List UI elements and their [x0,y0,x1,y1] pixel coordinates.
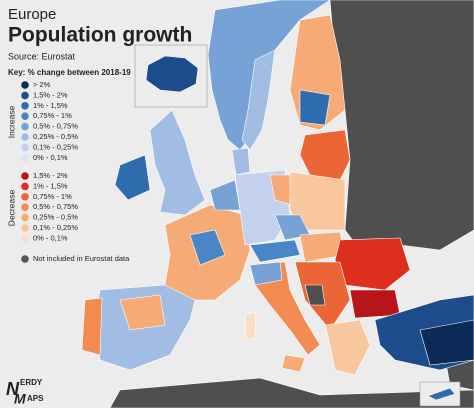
turkey-east [419,319,474,366]
spain-interior [119,294,166,331]
legend-group-label: Increase [6,105,16,138]
legend-swatch [21,182,29,191]
legend-swatch [21,193,29,201]
logo-text: ERDY [20,378,43,387]
legend-label: 0,1% - 0,25% [33,142,78,151]
legend-swatch [21,112,29,120]
legend-label: 1% - 1,5% [33,101,68,110]
legend-swatch [21,154,29,162]
legend-label: Not included in Eurostat data [33,254,130,263]
excluded-land [329,0,474,251]
legend-label: 0,5% - 0,75% [33,122,78,131]
finland-south [299,89,331,126]
great-britain [149,109,206,216]
legend-label: 1% - 1,5% [33,181,68,190]
legend-label: 0,75% - 1% [33,111,72,120]
legend-swatch [21,234,29,243]
legend-label: 0,25% - 0,5% [33,132,78,141]
legend-label: 0,75% - 1% [33,192,72,201]
austria-switzerland [249,239,301,263]
legend-label: > 2% [33,80,51,89]
legend-swatch [21,133,29,141]
map [81,0,474,408]
map-source: Source: Eurostat [8,51,76,61]
logo-initial: N [6,379,20,399]
legend-title: Key: % change between 2018-19 [8,68,131,77]
logo: N ERDY M APS [6,378,44,407]
poland [289,171,346,231]
map-kicker: Europe [8,6,56,23]
legend-label: 1,5% - 2% [33,90,68,99]
portugal [81,297,103,356]
ireland [114,154,151,201]
logo-initial: M [14,391,26,407]
excluded-land [109,377,474,408]
legend-swatch [21,203,29,211]
cyprus [427,387,456,401]
sicily [281,354,306,373]
excluded-balkans [304,284,326,306]
legend-label: 0,1% - 0,25% [33,223,78,232]
legend-swatch [21,81,29,89]
north-italy [249,261,283,286]
legend-label: 0,5% - 0,75% [33,202,78,211]
legend-group-label: Decrease [6,190,16,227]
legend-swatch [21,122,29,131]
sweden [241,49,276,151]
logo-text: APS [27,394,44,403]
greece [324,319,371,376]
legend-swatch [21,143,29,152]
legend-swatch [21,172,29,180]
legend-swatch [21,255,29,263]
legend-swatch [21,213,29,222]
bulgaria [349,289,401,319]
legend-label: 0% - 0,1% [33,233,68,242]
legend-label: 0% - 0,1% [33,153,68,162]
paris [189,229,226,266]
denmark [231,147,251,176]
italy [249,261,321,356]
sardinia [244,311,257,341]
legend-label: 0,25% - 0,5% [33,213,78,222]
iceland [145,55,199,93]
legend-swatch [21,91,29,100]
legend-swatch [21,102,29,110]
legend: > 2%1,5% - 2%1% - 1,5%0,75% - 1%0,5% - 0… [21,80,130,263]
legend-swatch [21,224,29,232]
map-title: Population growth [8,24,192,47]
legend-label: 1,5% - 2% [33,171,68,180]
